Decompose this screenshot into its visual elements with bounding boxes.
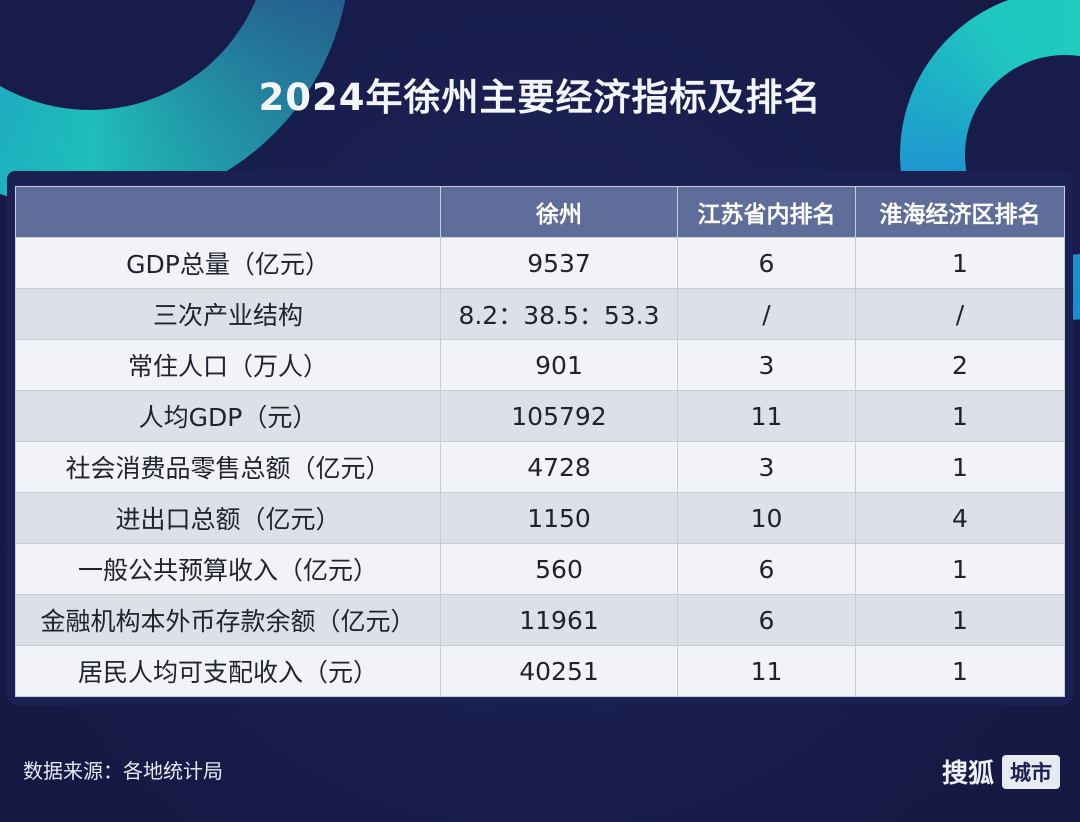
jiangsu-rank: 3: [677, 441, 856, 493]
xuzhou-value: 1150: [440, 492, 678, 544]
table-row: 居民人均可支配收入（元） 40251 11 1: [15, 645, 1065, 697]
jiangsu-rank: 10: [677, 492, 856, 544]
huaihai-rank: 1: [855, 237, 1065, 289]
jiangsu-rank: 3: [677, 339, 856, 391]
jiangsu-rank: 11: [677, 390, 856, 442]
indicator-name: GDP总量（亿元）: [15, 237, 441, 289]
table-header-row: 徐州 江苏省内排名 淮海经济区排名: [15, 186, 1065, 238]
table-row: 人均GDP（元） 105792 11 1: [15, 390, 1065, 442]
indicator-name: 三次产业结构: [15, 288, 441, 340]
table-row: 一般公共预算收入（亿元） 560 6 1: [15, 543, 1065, 595]
huaihai-rank: /: [855, 288, 1065, 340]
xuzhou-value: 11961: [440, 594, 678, 646]
header-huaihai-rank: 淮海经济区排名: [855, 186, 1065, 238]
huaihai-rank: 4: [855, 492, 1065, 544]
brand-logo: 搜狐 城市: [942, 753, 1060, 790]
indicator-name: 一般公共预算收入（亿元）: [15, 543, 441, 595]
table-row: 金融机构本外币存款余额（亿元） 11961 6 1: [15, 594, 1065, 646]
indicator-name: 居民人均可支配收入（元）: [15, 645, 441, 697]
jiangsu-rank: 6: [677, 594, 856, 646]
huaihai-rank: 1: [855, 594, 1065, 646]
indicator-name: 金融机构本外币存款余额（亿元）: [15, 594, 441, 646]
table-container: 徐州 江苏省内排名 淮海经济区排名 GDP总量（亿元） 9537 6 1 三次产…: [7, 171, 1073, 705]
huaihai-rank: 1: [855, 390, 1065, 442]
jiangsu-rank: 6: [677, 543, 856, 595]
indicator-name: 进出口总额（亿元）: [15, 492, 441, 544]
xuzhou-value: 901: [440, 339, 678, 391]
brand-name: 搜狐: [941, 759, 994, 789]
xuzhou-value: 8.2：38.5：53.3: [440, 288, 678, 340]
header-jiangsu-rank: 江苏省内排名: [677, 186, 856, 238]
xuzhou-value: 40251: [440, 645, 678, 697]
huaihai-rank: 2: [855, 339, 1065, 391]
huaihai-rank: 1: [855, 543, 1065, 595]
brand-tag: 城市: [1002, 754, 1060, 789]
xuzhou-value: 4728: [440, 441, 678, 493]
huaihai-rank: 1: [855, 441, 1065, 493]
table-row: 进出口总额（亿元） 1150 10 4: [15, 492, 1065, 544]
data-source-note: 数据来源：各地统计局: [23, 759, 223, 783]
table-row: 三次产业结构 8.2：38.5：53.3 / /: [15, 288, 1065, 340]
header-indicator: [15, 186, 441, 238]
indicator-name: 常住人口（万人）: [15, 339, 441, 391]
header-xuzhou: 徐州: [440, 186, 678, 238]
indicator-name: 社会消费品零售总额（亿元）: [15, 441, 441, 493]
jiangsu-rank: 11: [677, 645, 856, 697]
jiangsu-rank: /: [677, 288, 856, 340]
page-title: 2024年徐州主要经济指标及排名: [258, 76, 822, 119]
xuzhou-value: 9537: [440, 237, 678, 289]
table-row: 常住人口（万人） 901 3 2: [15, 339, 1065, 391]
xuzhou-value: 105792: [440, 390, 678, 442]
table-row: 社会消费品零售总额（亿元） 4728 3 1: [15, 441, 1065, 493]
table-row: GDP总量（亿元） 9537 6 1: [15, 237, 1065, 289]
economic-indicators-table: 徐州 江苏省内排名 淮海经济区排名 GDP总量（亿元） 9537 6 1 三次产…: [15, 186, 1065, 697]
jiangsu-rank: 6: [677, 237, 856, 289]
huaihai-rank: 1: [855, 645, 1065, 697]
xuzhou-value: 560: [440, 543, 678, 595]
indicator-name: 人均GDP（元）: [15, 390, 441, 442]
